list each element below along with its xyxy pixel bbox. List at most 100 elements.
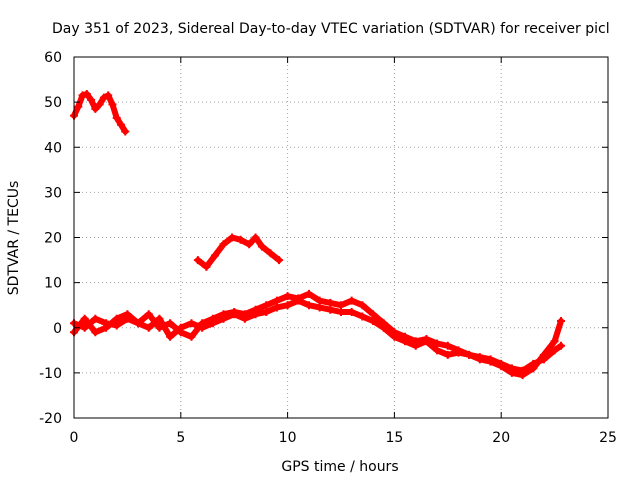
data-point (245, 240, 254, 249)
data-point (228, 233, 237, 242)
data-point (379, 323, 388, 332)
data-point (187, 332, 196, 341)
data-point (176, 323, 185, 332)
data-point (433, 346, 442, 355)
data-point (443, 341, 452, 350)
data-point (550, 337, 559, 346)
series-arc-mid (194, 234, 283, 270)
chart-title: Day 351 of 2023, Sidereal Day-to-day VTE… (52, 21, 610, 37)
data-point (82, 90, 91, 99)
data-point (262, 301, 271, 310)
data-point (266, 249, 275, 258)
y-tick-label: -20 (39, 411, 62, 427)
data-point (74, 102, 83, 111)
data-point (529, 364, 538, 373)
data-point (272, 303, 281, 312)
data-point (390, 332, 399, 341)
data-point (134, 319, 143, 328)
data-point (121, 127, 130, 136)
data-point (315, 303, 324, 312)
data-point (144, 323, 153, 332)
data-point (337, 301, 345, 310)
data-point (550, 346, 559, 355)
data-point (433, 339, 442, 348)
data-point (411, 341, 420, 350)
data-point (539, 350, 548, 359)
data-point (104, 91, 113, 100)
data-point (95, 100, 104, 109)
data-point (401, 337, 410, 346)
data-point (422, 337, 431, 346)
data-point (497, 362, 506, 371)
y-axis-label: SDTVAR / TECUs (6, 181, 22, 296)
data-point (99, 93, 108, 102)
data-point (91, 328, 100, 337)
data-point (358, 312, 367, 321)
x-tick-label: 15 (385, 430, 403, 446)
x-tick-label: 20 (492, 430, 510, 446)
data-point (80, 323, 89, 332)
data-point (337, 307, 345, 316)
data-point (251, 310, 260, 319)
data-point (304, 301, 313, 310)
data-point (116, 120, 125, 129)
y-tick-label: 40 (44, 140, 62, 156)
data-point (275, 256, 284, 265)
data-point (557, 341, 566, 350)
data-point (486, 357, 495, 366)
data-point (219, 240, 228, 249)
data-point (112, 314, 121, 323)
data-point (454, 348, 463, 357)
data-point (251, 233, 260, 242)
data-point (219, 314, 228, 323)
data-point (358, 301, 367, 310)
data-point (123, 310, 132, 319)
data-point (465, 350, 474, 359)
y-tick-label: 50 (44, 95, 62, 111)
data-point (112, 321, 121, 330)
data-point (315, 296, 324, 305)
data-point (294, 296, 303, 305)
x-tick-label: 25 (599, 430, 617, 446)
data-point (230, 310, 239, 319)
axis-ticks: -20 -10 0 10 20 30 40 50 60 0 5 10 15 20 25 (39, 50, 617, 446)
data-point (91, 314, 100, 323)
data-point (80, 314, 89, 323)
data-point (78, 91, 87, 100)
y-tick-label: 30 (44, 185, 62, 201)
data-point (102, 323, 111, 332)
data-point (210, 251, 219, 260)
data-point (347, 307, 356, 316)
data-point (518, 371, 527, 380)
data-point (236, 235, 245, 244)
data-point (369, 316, 378, 325)
data-point (283, 292, 292, 301)
y-tick-label: -10 (39, 366, 62, 382)
x-tick-label: 5 (176, 430, 185, 446)
data-point (347, 296, 356, 305)
data-point (283, 301, 292, 310)
y-tick-label: 60 (44, 50, 62, 66)
data-point (475, 355, 484, 364)
data-point (304, 289, 313, 298)
data-point (91, 104, 100, 113)
data-point (187, 319, 196, 328)
y-tick-label: 0 (53, 321, 62, 337)
data-series-layer (70, 90, 566, 380)
data-point (166, 332, 175, 341)
data-point (112, 113, 121, 122)
data-point (262, 307, 271, 316)
data-point (240, 314, 249, 323)
data-point (208, 319, 217, 328)
data-point (507, 368, 516, 377)
x-axis-label: GPS time / hours (281, 459, 398, 475)
y-tick-label: 10 (44, 276, 62, 292)
data-point (155, 314, 164, 323)
x-tick-label: 0 (70, 430, 79, 446)
data-point (198, 323, 207, 332)
data-point (108, 100, 117, 109)
data-point (202, 262, 211, 271)
data-point (272, 296, 281, 305)
data-point (257, 242, 266, 251)
